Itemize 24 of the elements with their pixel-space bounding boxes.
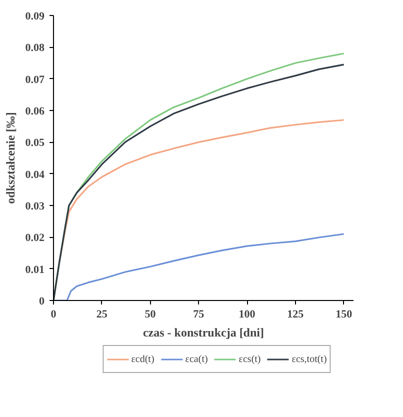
y-tick-label: 0.03 xyxy=(25,200,45,212)
x-tick-label: 25 xyxy=(96,308,108,320)
x-tick-label: 0 xyxy=(50,308,57,320)
x-axis-title: czas - konstrukcja [dni] xyxy=(143,326,264,340)
x-tick-label: 50 xyxy=(144,308,156,320)
y-axis-title: odkształcenie [‰] xyxy=(3,112,18,204)
y-tick-label: 0.08 xyxy=(25,42,45,54)
y-tick-label: 0.09 xyxy=(25,10,45,22)
line-series xyxy=(54,233,345,300)
y-tick-label: 0.06 xyxy=(25,106,45,118)
legend-label: εcs,tot(t) xyxy=(292,354,327,364)
y-tick-label: 0.05 xyxy=(25,137,45,150)
legend-label: εcs(t) xyxy=(238,354,261,364)
y-tick-label: 0.02 xyxy=(25,232,45,244)
x-tick-label: 150 xyxy=(336,308,353,320)
y-tick-label: 0.04 xyxy=(25,168,45,181)
x-tick-label: 100 xyxy=(238,308,256,320)
legend-label: εca(t) xyxy=(185,354,208,364)
legend-label: εcd(t) xyxy=(131,354,154,364)
y-tick-label: 0.07 xyxy=(25,74,45,86)
x-tick-label: 125 xyxy=(287,308,304,320)
y-tick-label: 0 xyxy=(39,296,45,308)
y-tick-label: 0.01 xyxy=(25,264,44,276)
x-tick-label: 75 xyxy=(193,308,205,320)
